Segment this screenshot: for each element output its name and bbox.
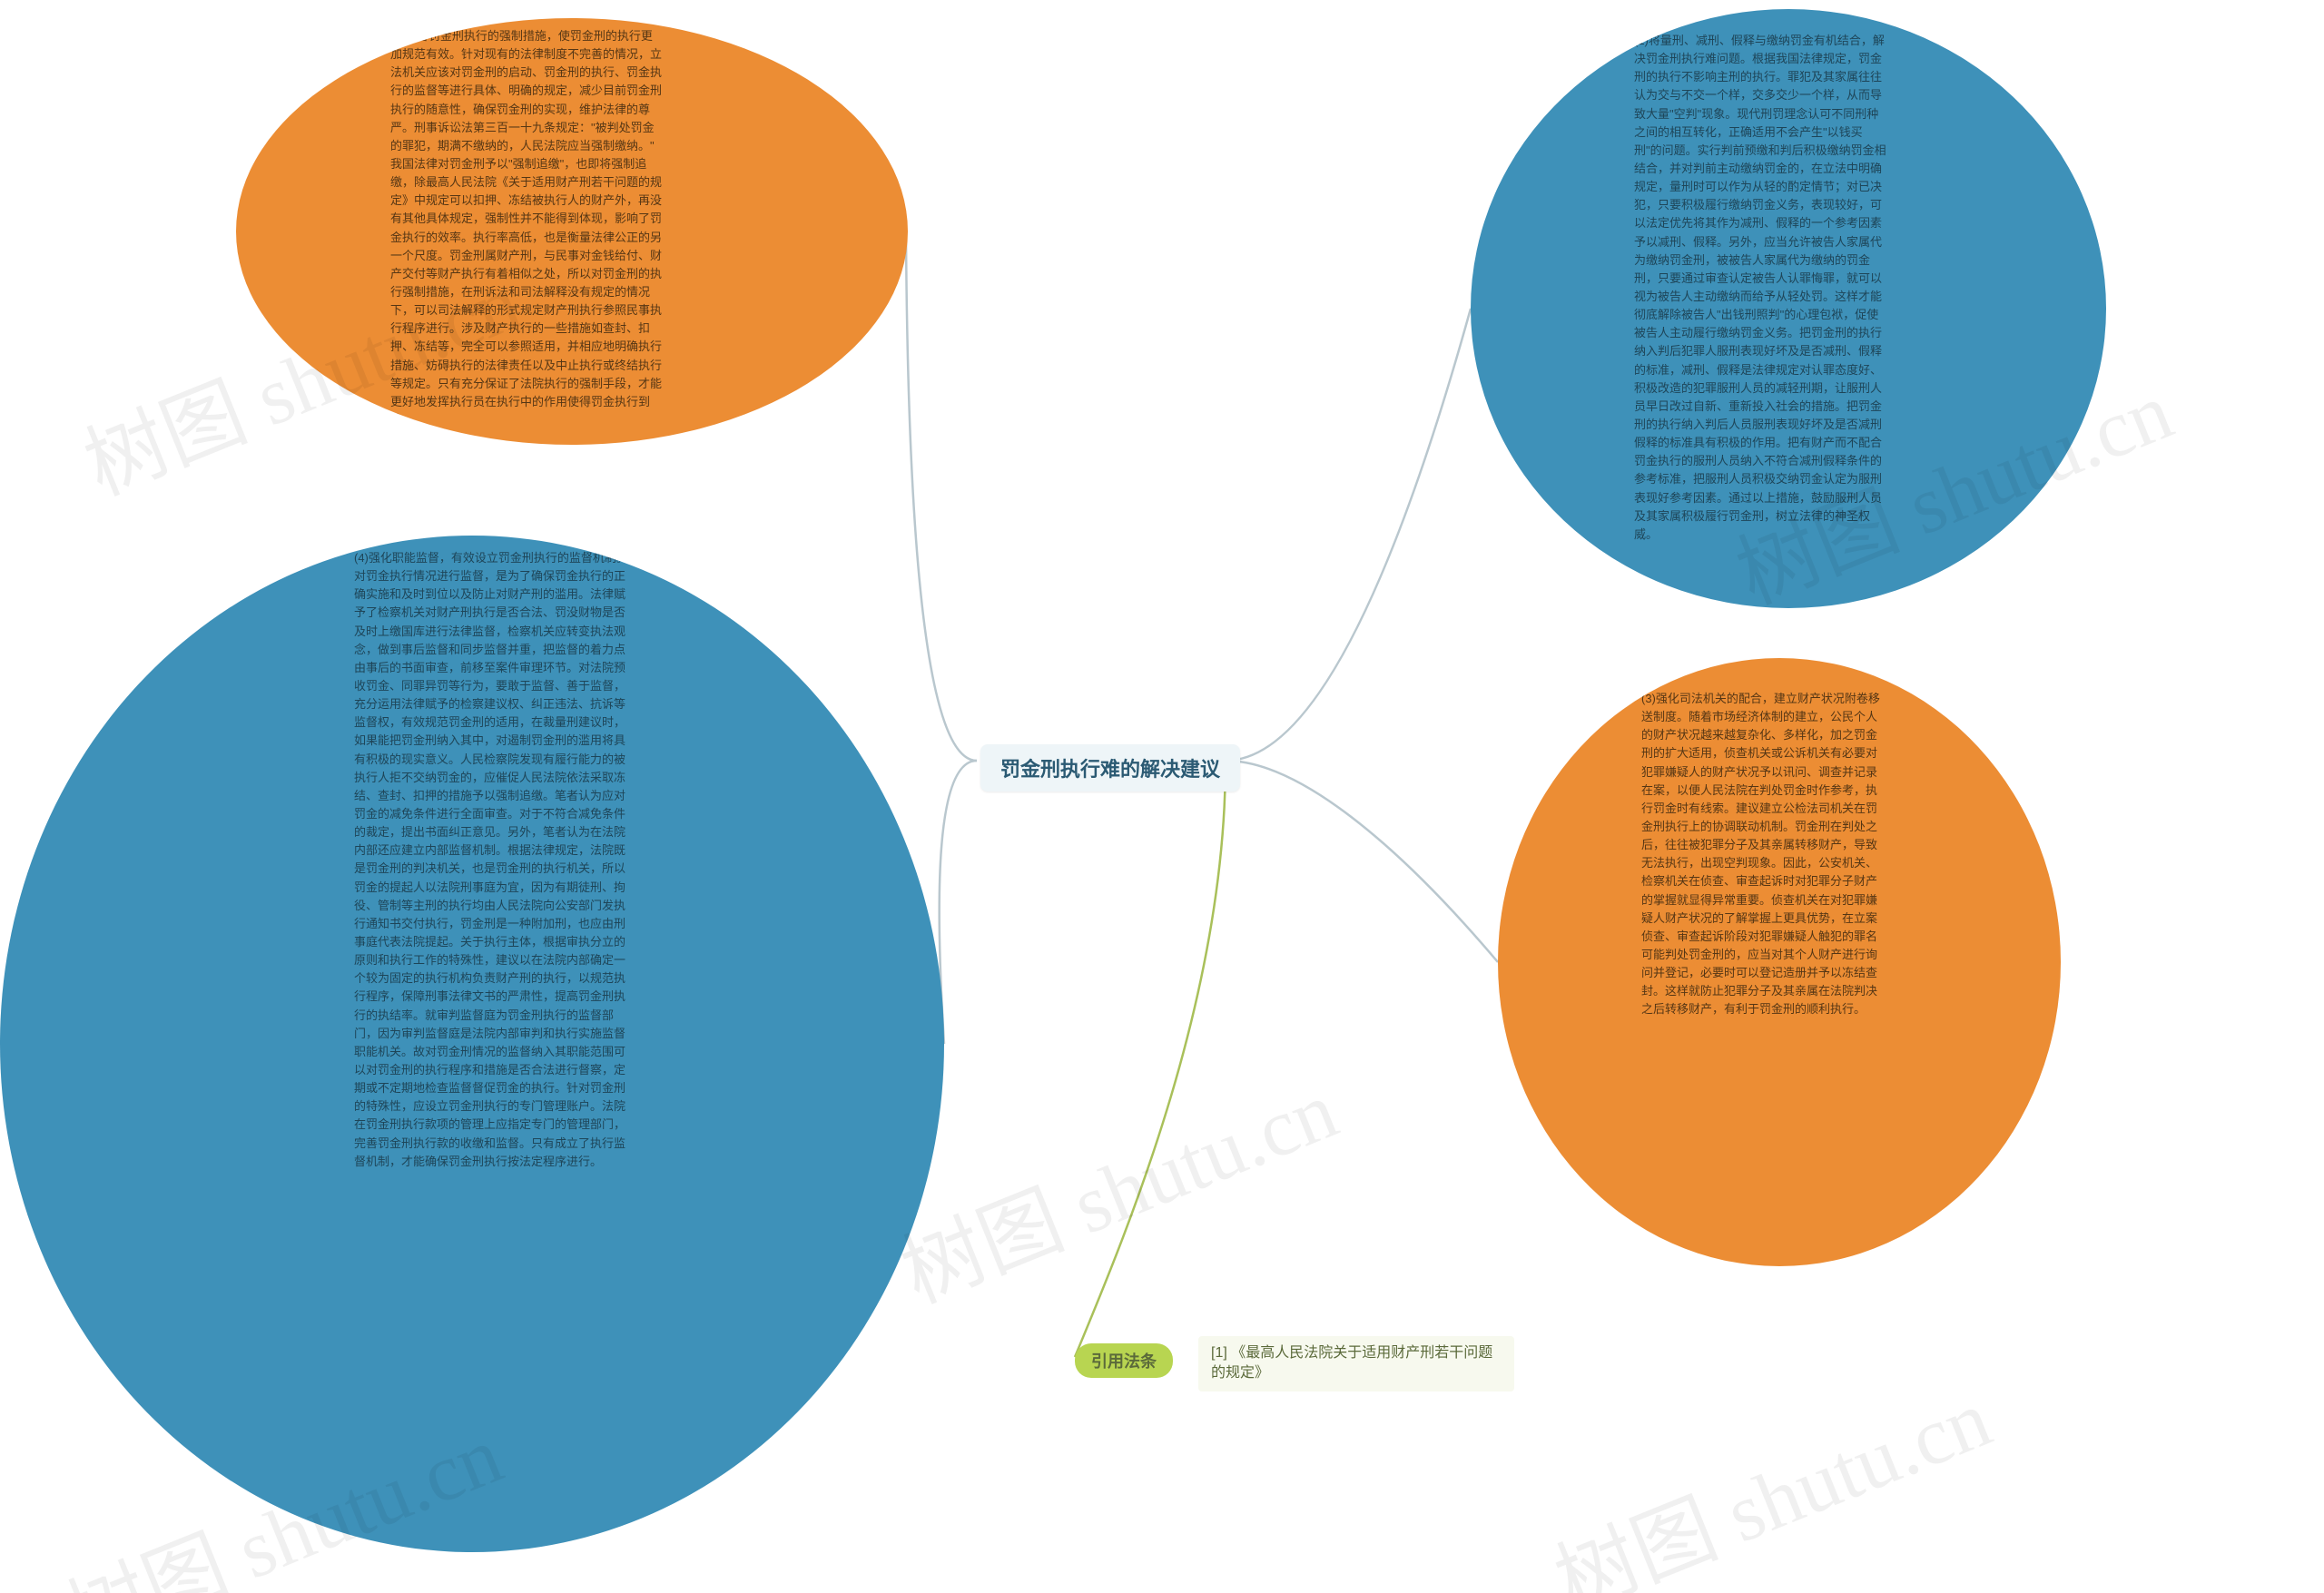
bubble-text-b2: (2)完善罚金刑执行的强制措施，使罚金刑的执行更加规范有效。针对现有的法律制度不… <box>390 27 663 436</box>
bubble-text-b3: (3)强化司法机关的配合，建立财产状况附卷移送制度。随着市场经济体制的建立，公民… <box>1641 690 1882 1225</box>
reference-citation: [1] 《最高人民法院关于适用财产刑若干问题的规定》 <box>1198 1336 1514 1391</box>
connector <box>906 231 977 761</box>
connector <box>1226 761 1498 962</box>
connector <box>940 761 977 1044</box>
watermark: 树图 shutu.cn <box>881 1044 1351 1325</box>
bubble-b1[interactable]: (1)将量刑、减刑、假释与缴纳罚金有机结合，解决罚金刑执行难问题。根据我国法律规… <box>1471 9 2106 608</box>
bubble-b3[interactable]: (3)强化司法机关的配合，建立财产状况附卷移送制度。随着市场经济体制的建立，公民… <box>1498 658 2061 1266</box>
bubble-b4[interactable]: (4)强化职能监督，有效设立罚金刑执行的监督机制。对罚金执行情况进行监督，是为了… <box>0 536 944 1552</box>
connector <box>1226 309 1471 761</box>
root-node[interactable]: 罚金刑执行难的解决建议 <box>980 744 1240 792</box>
bubble-b2[interactable]: (2)完善罚金刑执行的强制措施，使罚金刑的执行更加规范有效。针对现有的法律制度不… <box>236 18 908 445</box>
mindmap-canvas: (2)完善罚金刑执行的强制措施，使罚金刑的执行更加规范有效。针对现有的法律制度不… <box>0 0 2324 1593</box>
reference-node[interactable]: 引用法条 <box>1075 1343 1173 1378</box>
bubble-text-b4: (4)强化职能监督，有效设立罚金刑执行的监督机制。对罚金执行情况进行监督，是为了… <box>354 549 635 1529</box>
bubble-text-b1: (1)将量刑、减刑、假释与缴纳罚金有机结合，解决罚金刑执行难问题。根据我国法律规… <box>1634 32 1888 595</box>
connector <box>1075 761 1226 1357</box>
watermark: 树图 shutu.cn <box>1535 1352 2004 1593</box>
